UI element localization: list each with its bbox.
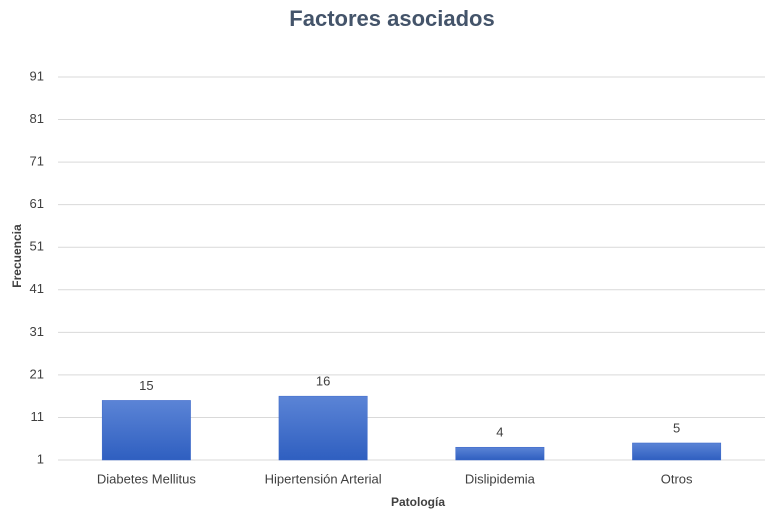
data-label: 16: [316, 374, 330, 389]
x-tick-label: Otros: [661, 471, 693, 486]
y-tick-label: 21: [30, 366, 44, 381]
y-tick-label: 51: [30, 239, 44, 254]
x-tick-label: Diabetes Mellitus: [97, 471, 196, 486]
data-label: 5: [673, 420, 680, 435]
y-tick-label: 11: [31, 409, 45, 424]
chart-title: Factores asociados: [289, 6, 494, 31]
bar: [101, 400, 191, 461]
y-tick-label: 1: [37, 451, 44, 466]
y-tick-label: 91: [30, 68, 44, 83]
y-tick-label: 41: [30, 281, 44, 296]
bar: [455, 446, 545, 461]
data-label: 4: [496, 425, 503, 440]
bar: [632, 442, 722, 461]
data-label: 15: [139, 378, 153, 393]
x-tick-label: Hipertensión Arterial: [265, 471, 382, 486]
y-axis-label: Frecuencia: [10, 224, 24, 288]
x-axis-label: Patología: [391, 495, 445, 509]
y-tick-label: 31: [30, 324, 44, 339]
x-tick-label: Dislipidemia: [465, 471, 536, 486]
y-tick-label: 61: [30, 196, 44, 211]
bar: [278, 395, 368, 461]
y-tick-label: 71: [30, 154, 44, 169]
y-tick-label: 81: [30, 111, 44, 126]
